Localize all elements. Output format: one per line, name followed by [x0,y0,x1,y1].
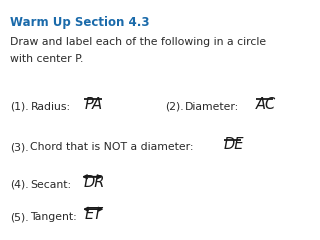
Text: Warm Up Section 4.3: Warm Up Section 4.3 [10,16,150,29]
Text: Chord that is NOT a diameter:: Chord that is NOT a diameter: [30,142,194,152]
Text: Radius:: Radius: [30,102,70,112]
Text: (5).: (5). [10,212,29,222]
Text: DR: DR [84,175,105,190]
Text: Tangent:: Tangent: [30,212,77,222]
Text: (2).: (2). [165,102,183,112]
Text: with center P.: with center P. [10,54,84,64]
Text: Secant:: Secant: [30,180,72,190]
Text: Diameter:: Diameter: [185,102,239,112]
Text: Draw and label each of the following in a circle: Draw and label each of the following in … [10,37,266,47]
Text: (1).: (1). [10,102,29,112]
Text: (4).: (4). [10,180,29,190]
Text: ET: ET [85,207,103,222]
Text: AC: AC [256,96,276,112]
Text: DE: DE [224,137,244,152]
Text: (3).: (3). [10,142,29,152]
Text: PA: PA [85,96,103,112]
